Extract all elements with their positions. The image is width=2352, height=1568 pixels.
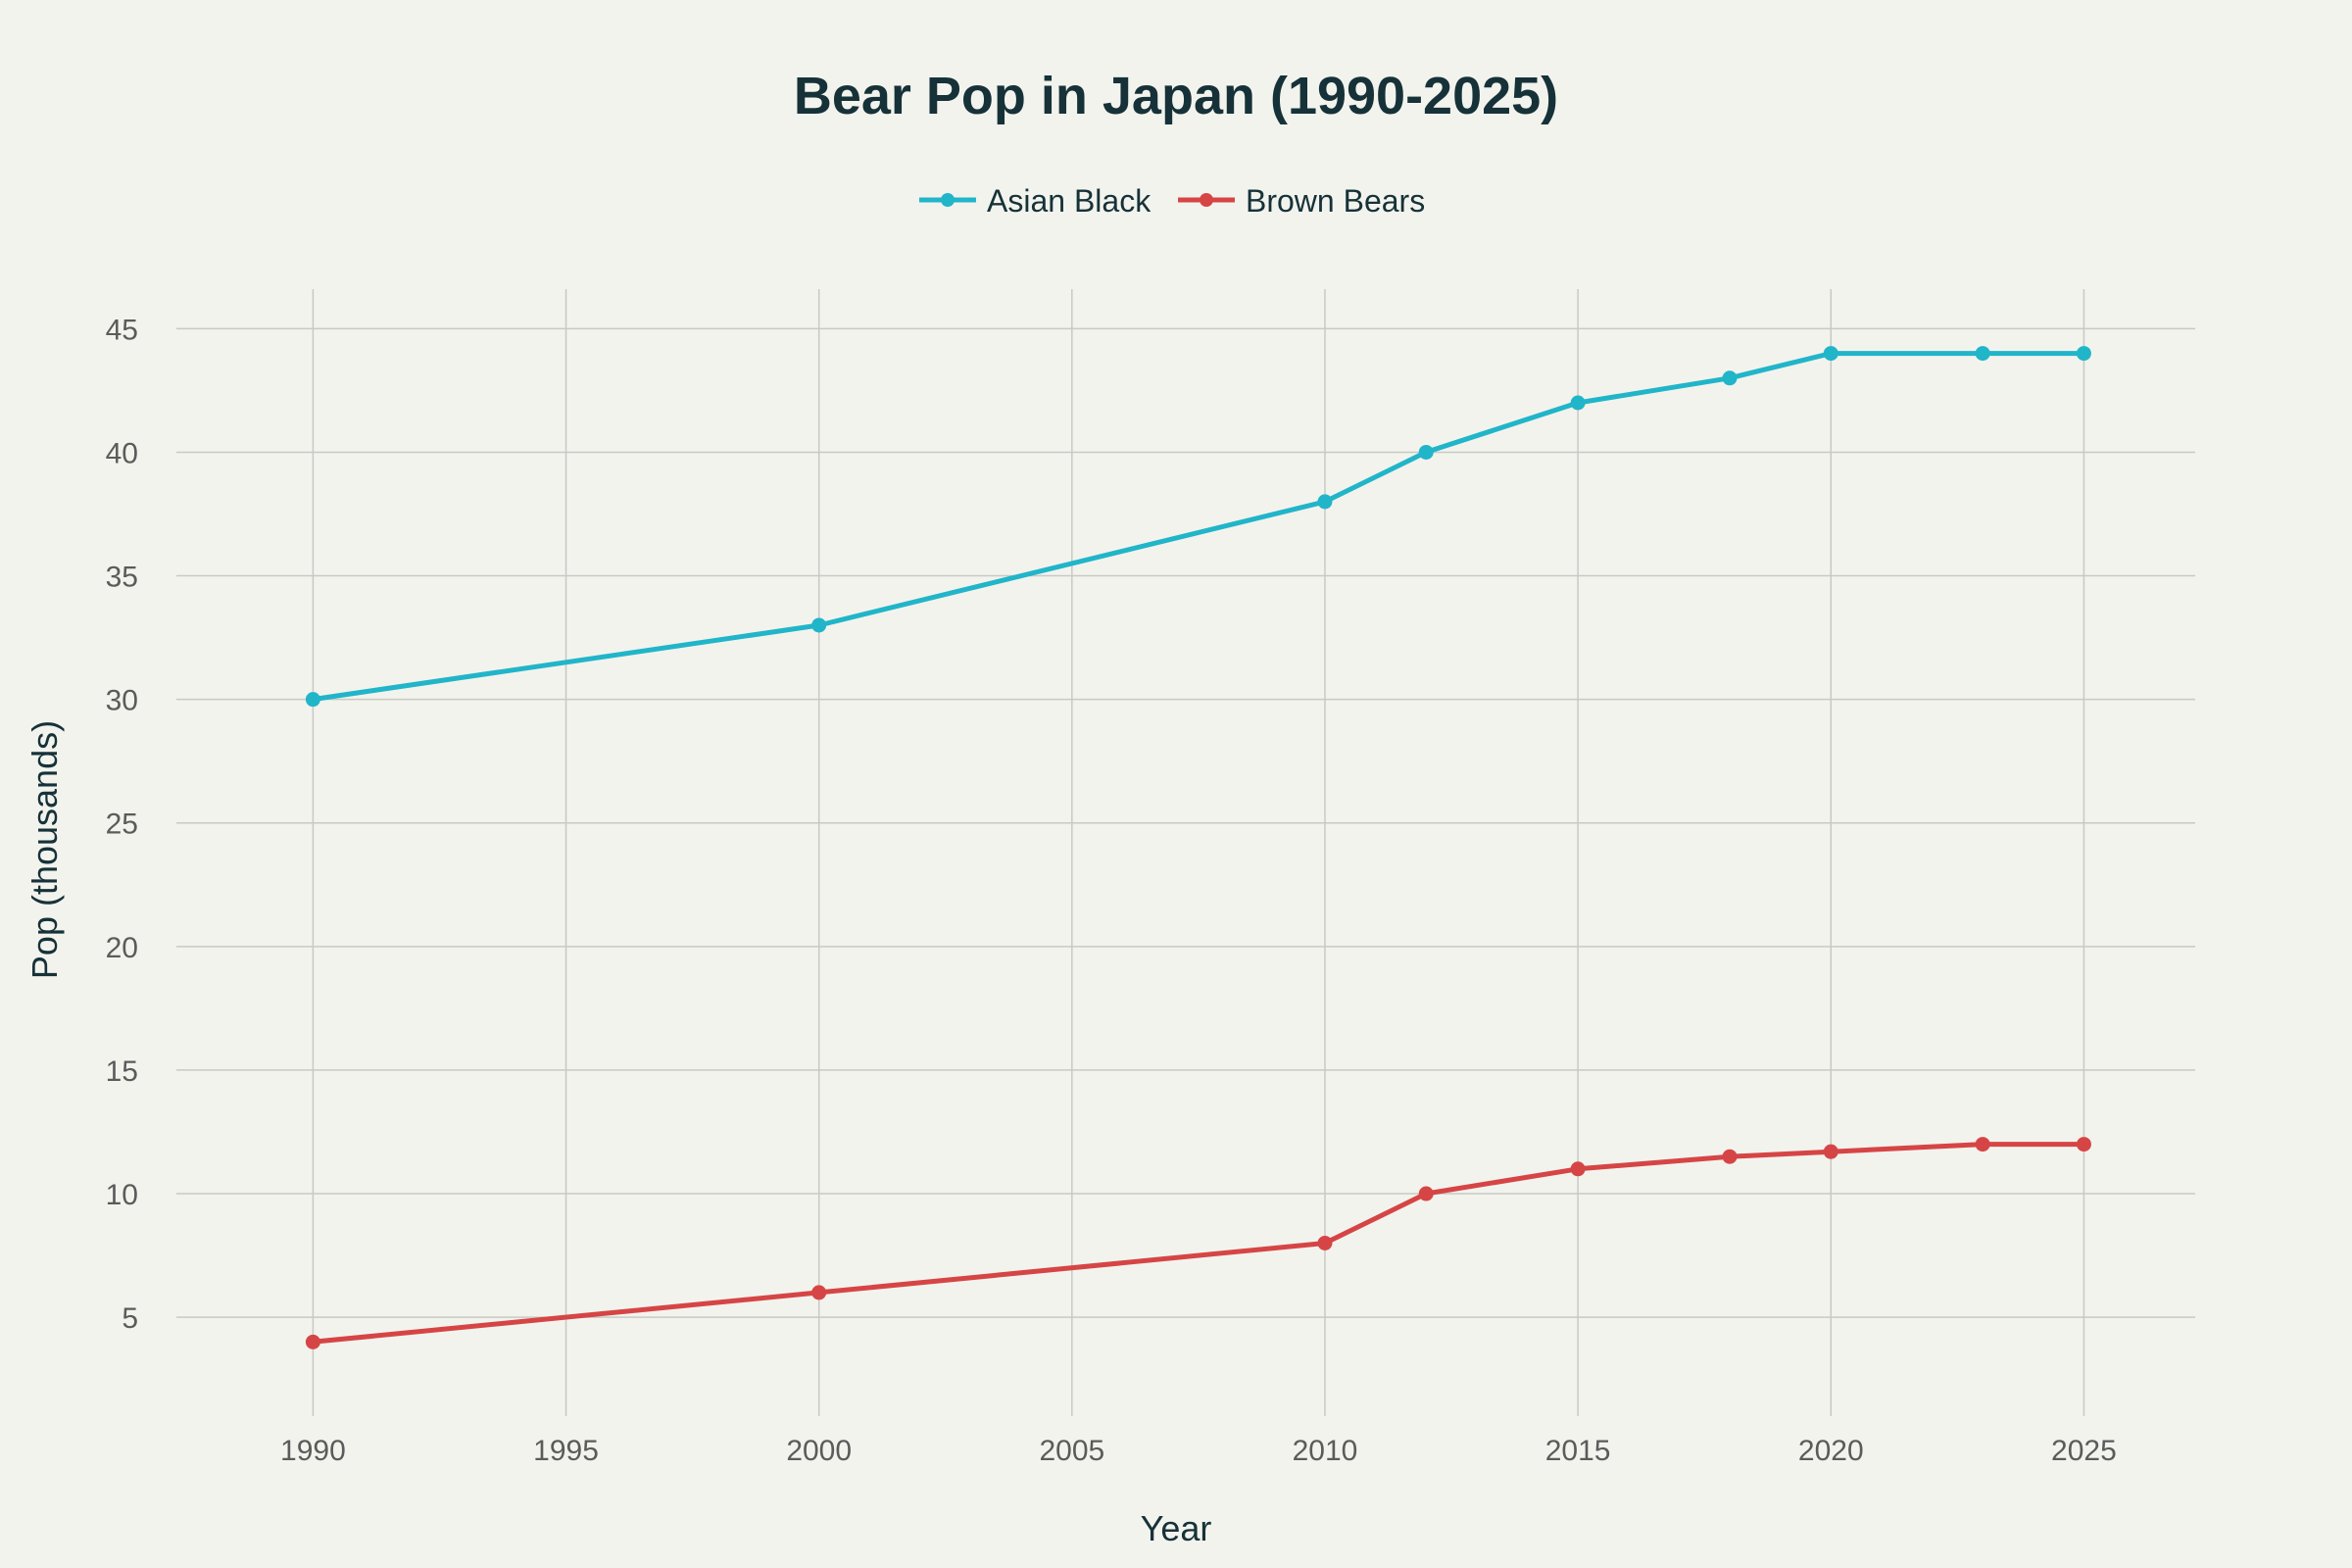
data-point-brown-bears[interactable]	[1722, 1149, 1738, 1164]
legend-marker-brown-bears	[1200, 193, 1213, 207]
x-tick-label: 2000	[786, 1435, 852, 1467]
y-tick-label: 35	[106, 562, 138, 594]
y-axis-ticks: 5 10 15 20 25 30 35 40 45	[106, 314, 138, 1335]
grid	[176, 289, 2195, 1416]
data-point-brown-bears[interactable]	[1570, 1161, 1586, 1177]
data-point-brown-bears[interactable]	[811, 1285, 827, 1300]
data-point-asian-black[interactable]	[1975, 346, 1990, 362]
legend: Asian Black Brown Bears	[919, 183, 1425, 219]
legend-item-asian-black[interactable]: Asian Black	[919, 183, 1152, 219]
series-layer	[305, 346, 2091, 1349]
x-axis-title: Year	[1141, 1508, 1212, 1548]
x-tick-label: 1990	[280, 1435, 346, 1467]
y-axis-title: Pop (thousands)	[24, 720, 65, 979]
y-tick-label: 20	[106, 932, 138, 964]
data-point-asian-black[interactable]	[305, 692, 320, 708]
legend-label-brown-bears: Brown Bears	[1246, 183, 1425, 219]
data-point-brown-bears[interactable]	[1975, 1137, 1990, 1152]
y-tick-label: 45	[106, 314, 138, 346]
y-tick-label: 25	[106, 808, 138, 841]
data-point-asian-black[interactable]	[1823, 346, 1838, 362]
y-tick-label: 10	[106, 1179, 138, 1211]
data-point-brown-bears[interactable]	[305, 1334, 320, 1349]
series-line-asian-black	[310, 351, 2086, 703]
x-tick-label: 1995	[533, 1435, 599, 1467]
data-point-brown-bears[interactable]	[1317, 1235, 1333, 1250]
chart-title: Bear Pop in Japan (1990-2025)	[794, 67, 1558, 125]
data-point-asian-black[interactable]	[1722, 370, 1738, 386]
legend-marker-asian-black	[941, 193, 955, 207]
x-tick-label: 2015	[1545, 1435, 1611, 1467]
data-point-asian-black[interactable]	[2076, 346, 2091, 362]
y-tick-label: 15	[106, 1055, 138, 1088]
x-tick-label: 2005	[1039, 1435, 1104, 1467]
x-axis-ticks: 1990 1995 2000 2005 2010 2015 2020 2025	[280, 1435, 2117, 1467]
data-point-asian-black[interactable]	[1317, 494, 1333, 510]
y-tick-label: 30	[106, 685, 138, 717]
data-point-brown-bears[interactable]	[1418, 1186, 1434, 1201]
y-tick-label: 5	[122, 1302, 138, 1335]
legend-label-asian-black: Asian Black	[987, 183, 1152, 219]
series-line-brown-bears	[310, 1142, 2086, 1345]
data-point-asian-black[interactable]	[811, 617, 827, 633]
x-tick-label: 2025	[2051, 1435, 2117, 1467]
data-point-brown-bears[interactable]	[1823, 1144, 1838, 1159]
x-tick-label: 2020	[1798, 1435, 1864, 1467]
legend-item-brown-bears[interactable]: Brown Bears	[1178, 183, 1425, 219]
y-tick-label: 40	[106, 437, 138, 469]
x-tick-label: 2010	[1293, 1435, 1358, 1467]
data-point-asian-black[interactable]	[1570, 395, 1586, 411]
data-point-asian-black[interactable]	[1418, 444, 1434, 460]
data-point-brown-bears[interactable]	[2076, 1137, 2091, 1152]
